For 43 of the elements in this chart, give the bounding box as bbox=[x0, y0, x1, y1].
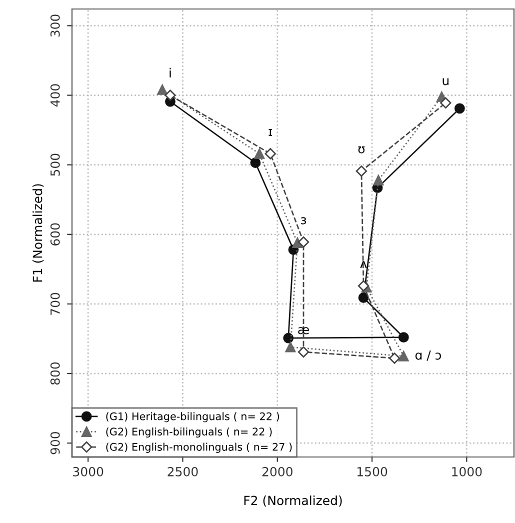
point bbox=[285, 342, 296, 352]
y-tick-label: 900 bbox=[50, 432, 60, 454]
x-tick-label: 1500 bbox=[357, 466, 388, 476]
y-tick-label: 500 bbox=[50, 154, 60, 176]
point bbox=[264, 148, 276, 160]
point bbox=[283, 332, 294, 344]
point bbox=[388, 352, 400, 364]
legend-label: (G2) English-monolinguals ( n= 27 ) bbox=[106, 442, 292, 453]
x-tick-label: 2500 bbox=[168, 466, 198, 476]
x-tick-label: 2000 bbox=[262, 466, 292, 476]
annotation: æ bbox=[298, 327, 309, 334]
point bbox=[398, 350, 409, 362]
point bbox=[157, 84, 168, 95]
point bbox=[250, 158, 261, 168]
point bbox=[254, 148, 265, 159]
y-axis-title: F1 (Normalized) bbox=[32, 184, 44, 282]
y-tick-label: 600 bbox=[50, 223, 60, 246]
point bbox=[358, 292, 369, 303]
point bbox=[298, 346, 310, 358]
annotation: ɪ bbox=[268, 128, 272, 136]
point bbox=[356, 165, 368, 177]
point bbox=[298, 236, 310, 248]
y-tick-label: 800 bbox=[50, 362, 60, 385]
annotation: ʊ bbox=[358, 146, 365, 154]
point bbox=[440, 97, 452, 109]
x-axis-title: F2 (Normalized) bbox=[244, 495, 342, 507]
y-tick-label: 700 bbox=[50, 292, 60, 315]
point bbox=[454, 103, 465, 114]
point bbox=[292, 238, 303, 248]
y-tick-label: 300 bbox=[50, 14, 60, 37]
x-tick-label: 3000 bbox=[73, 466, 104, 476]
point bbox=[373, 174, 384, 186]
point bbox=[164, 90, 176, 101]
annotation: u bbox=[442, 78, 448, 86]
annotation: i bbox=[170, 68, 171, 78]
legend-label: (G2) English-bilinguals ( n= 22 ) bbox=[106, 427, 272, 438]
x-tick-label: 1000 bbox=[452, 466, 482, 476]
point bbox=[398, 332, 409, 343]
annotation: ɜ bbox=[300, 217, 306, 224]
point bbox=[358, 280, 370, 292]
y-tick-label: 400 bbox=[50, 84, 60, 107]
annotation: ɑ / ɔ bbox=[415, 350, 442, 361]
legend-label: (G1) Heritage-bilinguals ( n= 22 ) bbox=[106, 412, 280, 422]
